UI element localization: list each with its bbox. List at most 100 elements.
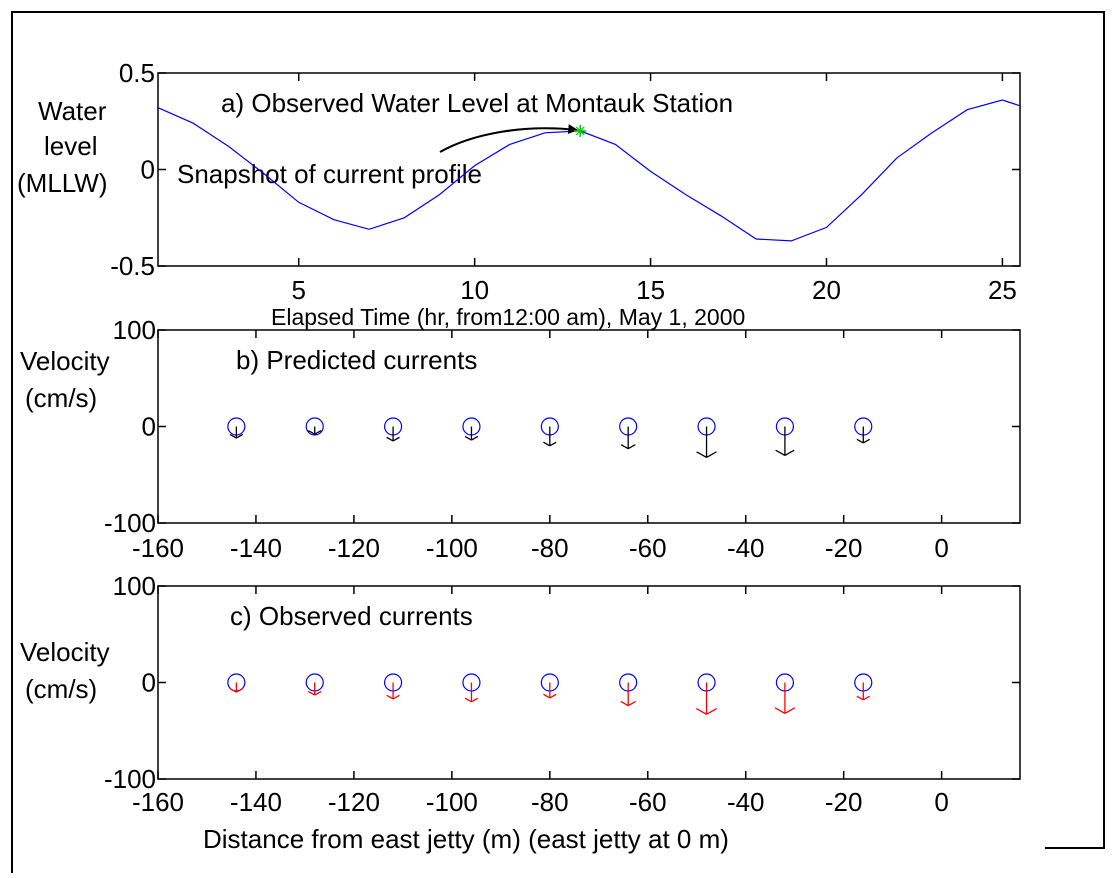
x-tick-label: -20: [825, 533, 863, 563]
ylabel-line: Water: [38, 96, 107, 126]
x-tick-label: -80: [531, 533, 569, 563]
x-tick-label: -160: [132, 533, 184, 563]
x-tick-label: -140: [230, 787, 282, 817]
x-tick-label: 5: [292, 275, 306, 305]
chart-title: b) Predicted currents: [236, 345, 477, 375]
x-tick-label: -140: [230, 533, 282, 563]
current-arrow-head: [862, 438, 870, 444]
current-arrow-head: [386, 694, 394, 700]
current-arrow-head: [862, 695, 870, 701]
y-tick-label: 0: [142, 412, 156, 442]
current-arrow-head: [774, 707, 786, 714]
current-arrow-head: [392, 436, 400, 442]
current-arrow-head: [775, 449, 786, 457]
tick-label-group: -160 -140 -120 -100 -80 -60 -40 -20 0 -100 0 100: [104, 571, 949, 817]
x-tick-label: -120: [328, 533, 380, 563]
tick-label-group: 5 10 15 20 25 -0.5 0 0.5: [110, 58, 1017, 305]
station-marker: [305, 417, 324, 436]
y-tick-label: 100: [113, 315, 156, 345]
chart-title: a) Observed Water Level at Montauk Stati…: [221, 88, 733, 118]
current-arrow-head: [856, 438, 864, 444]
panel-water-level: Water level (MLLW) a) Observed Water Lev…: [17, 58, 1021, 330]
y-tick-label: 0.5: [119, 58, 155, 88]
current-arrow-head: [549, 693, 557, 699]
current-arrow-head: [236, 433, 244, 439]
current-arrow-head: [229, 433, 237, 439]
y-tick-label: -100: [104, 764, 156, 794]
ylabel-line: Velocity: [20, 346, 110, 376]
panel-observed-currents: Velocity (cm/s) c) Observed currents Dis…: [20, 571, 1021, 854]
tick-group: [157, 329, 1020, 524]
x-tick-label: 20: [812, 275, 841, 305]
x-tick-label: 0: [934, 787, 948, 817]
current-arrow-head: [543, 441, 551, 447]
water-level-line: [157, 99, 1021, 242]
current-arrow-head: [706, 708, 718, 715]
current-arrow-head: [464, 435, 472, 441]
x-axis-label: Elapsed Time (hr, from12:00 am), May 1, …: [271, 304, 745, 330]
x-tick-label: -100: [426, 533, 478, 563]
current-arrow-head: [696, 708, 707, 715]
current-arrow-head: [620, 444, 629, 450]
panel-predicted-currents: Velocity (cm/s) b) Predicted currents -1…: [20, 315, 1021, 563]
ylabel-line: (cm/s): [25, 383, 97, 413]
current-arrow-head: [386, 436, 394, 442]
current-arrow-head: [471, 435, 479, 441]
arrow-group: [227, 673, 873, 715]
x-tick-label: -120: [328, 787, 380, 817]
current-arrow-head: [696, 451, 707, 458]
current-arrow-head: [236, 687, 244, 693]
current-arrow-head: [314, 430, 322, 435]
current-arrow-head: [543, 693, 551, 699]
current-arrow-head: [784, 449, 795, 457]
x-tick-label: 0: [934, 533, 948, 563]
tick-label-group: -160 -140 -120 -100 -80 -60 -40 -20 0 -100 0 100: [104, 315, 949, 563]
series-group: [157, 99, 1021, 242]
x-axis-label: Distance from east jetty (m) (east jetty…: [203, 824, 729, 854]
current-arrow-head: [308, 690, 316, 696]
current-arrow-head: [314, 690, 322, 696]
ylabel-line: level: [44, 131, 97, 161]
current-arrow-head: [627, 444, 636, 450]
annotation-arrow: [439, 124, 579, 153]
current-arrow-head: [620, 700, 629, 707]
chart-title: c) Observed currents: [230, 601, 473, 631]
snapshot-marker-stroke: [575, 126, 585, 136]
current-arrow-head: [229, 687, 237, 693]
ylabel-line: (MLLW): [17, 168, 108, 198]
current-arrow-head: [627, 700, 636, 707]
y-tick-label: 0: [141, 155, 155, 185]
x-tick-label: 15: [636, 275, 665, 305]
x-tick-label: -20: [825, 787, 863, 817]
x-tick-label: -80: [531, 787, 569, 817]
snapshot-marker: [574, 124, 587, 137]
arrow-group: [227, 417, 873, 458]
tick-group: [157, 585, 1020, 780]
x-tick-label: -40: [727, 533, 765, 563]
y-tick-label: 0: [142, 668, 156, 698]
current-arrow-head: [856, 695, 864, 701]
tick-group: [158, 72, 1020, 267]
x-tick-label: -100: [426, 787, 478, 817]
current-arrow-head: [706, 451, 717, 458]
y-tick-label: -0.5: [110, 251, 155, 281]
y-tick-label: 100: [113, 571, 156, 601]
annotation: Snapshot of current profile: [177, 159, 482, 189]
current-arrow-head: [471, 697, 479, 703]
ylabel-line: Velocity: [20, 637, 110, 667]
current-arrow-head: [464, 697, 472, 703]
x-tick-label: -160: [132, 787, 184, 817]
figure-frame: [11, 11, 1105, 873]
x-tick-label: 10: [460, 275, 489, 305]
current-arrow-head: [549, 441, 557, 447]
current-arrow-head: [392, 694, 400, 700]
x-tick-label: -60: [629, 787, 667, 817]
y-tick-label: -100: [104, 508, 156, 538]
current-arrow-head: [308, 430, 316, 435]
x-tick-label: 25: [988, 275, 1017, 305]
ylabel-line: (cm/s): [25, 674, 97, 704]
x-tick-label: -40: [727, 787, 765, 817]
x-tick-label: -60: [629, 533, 667, 563]
